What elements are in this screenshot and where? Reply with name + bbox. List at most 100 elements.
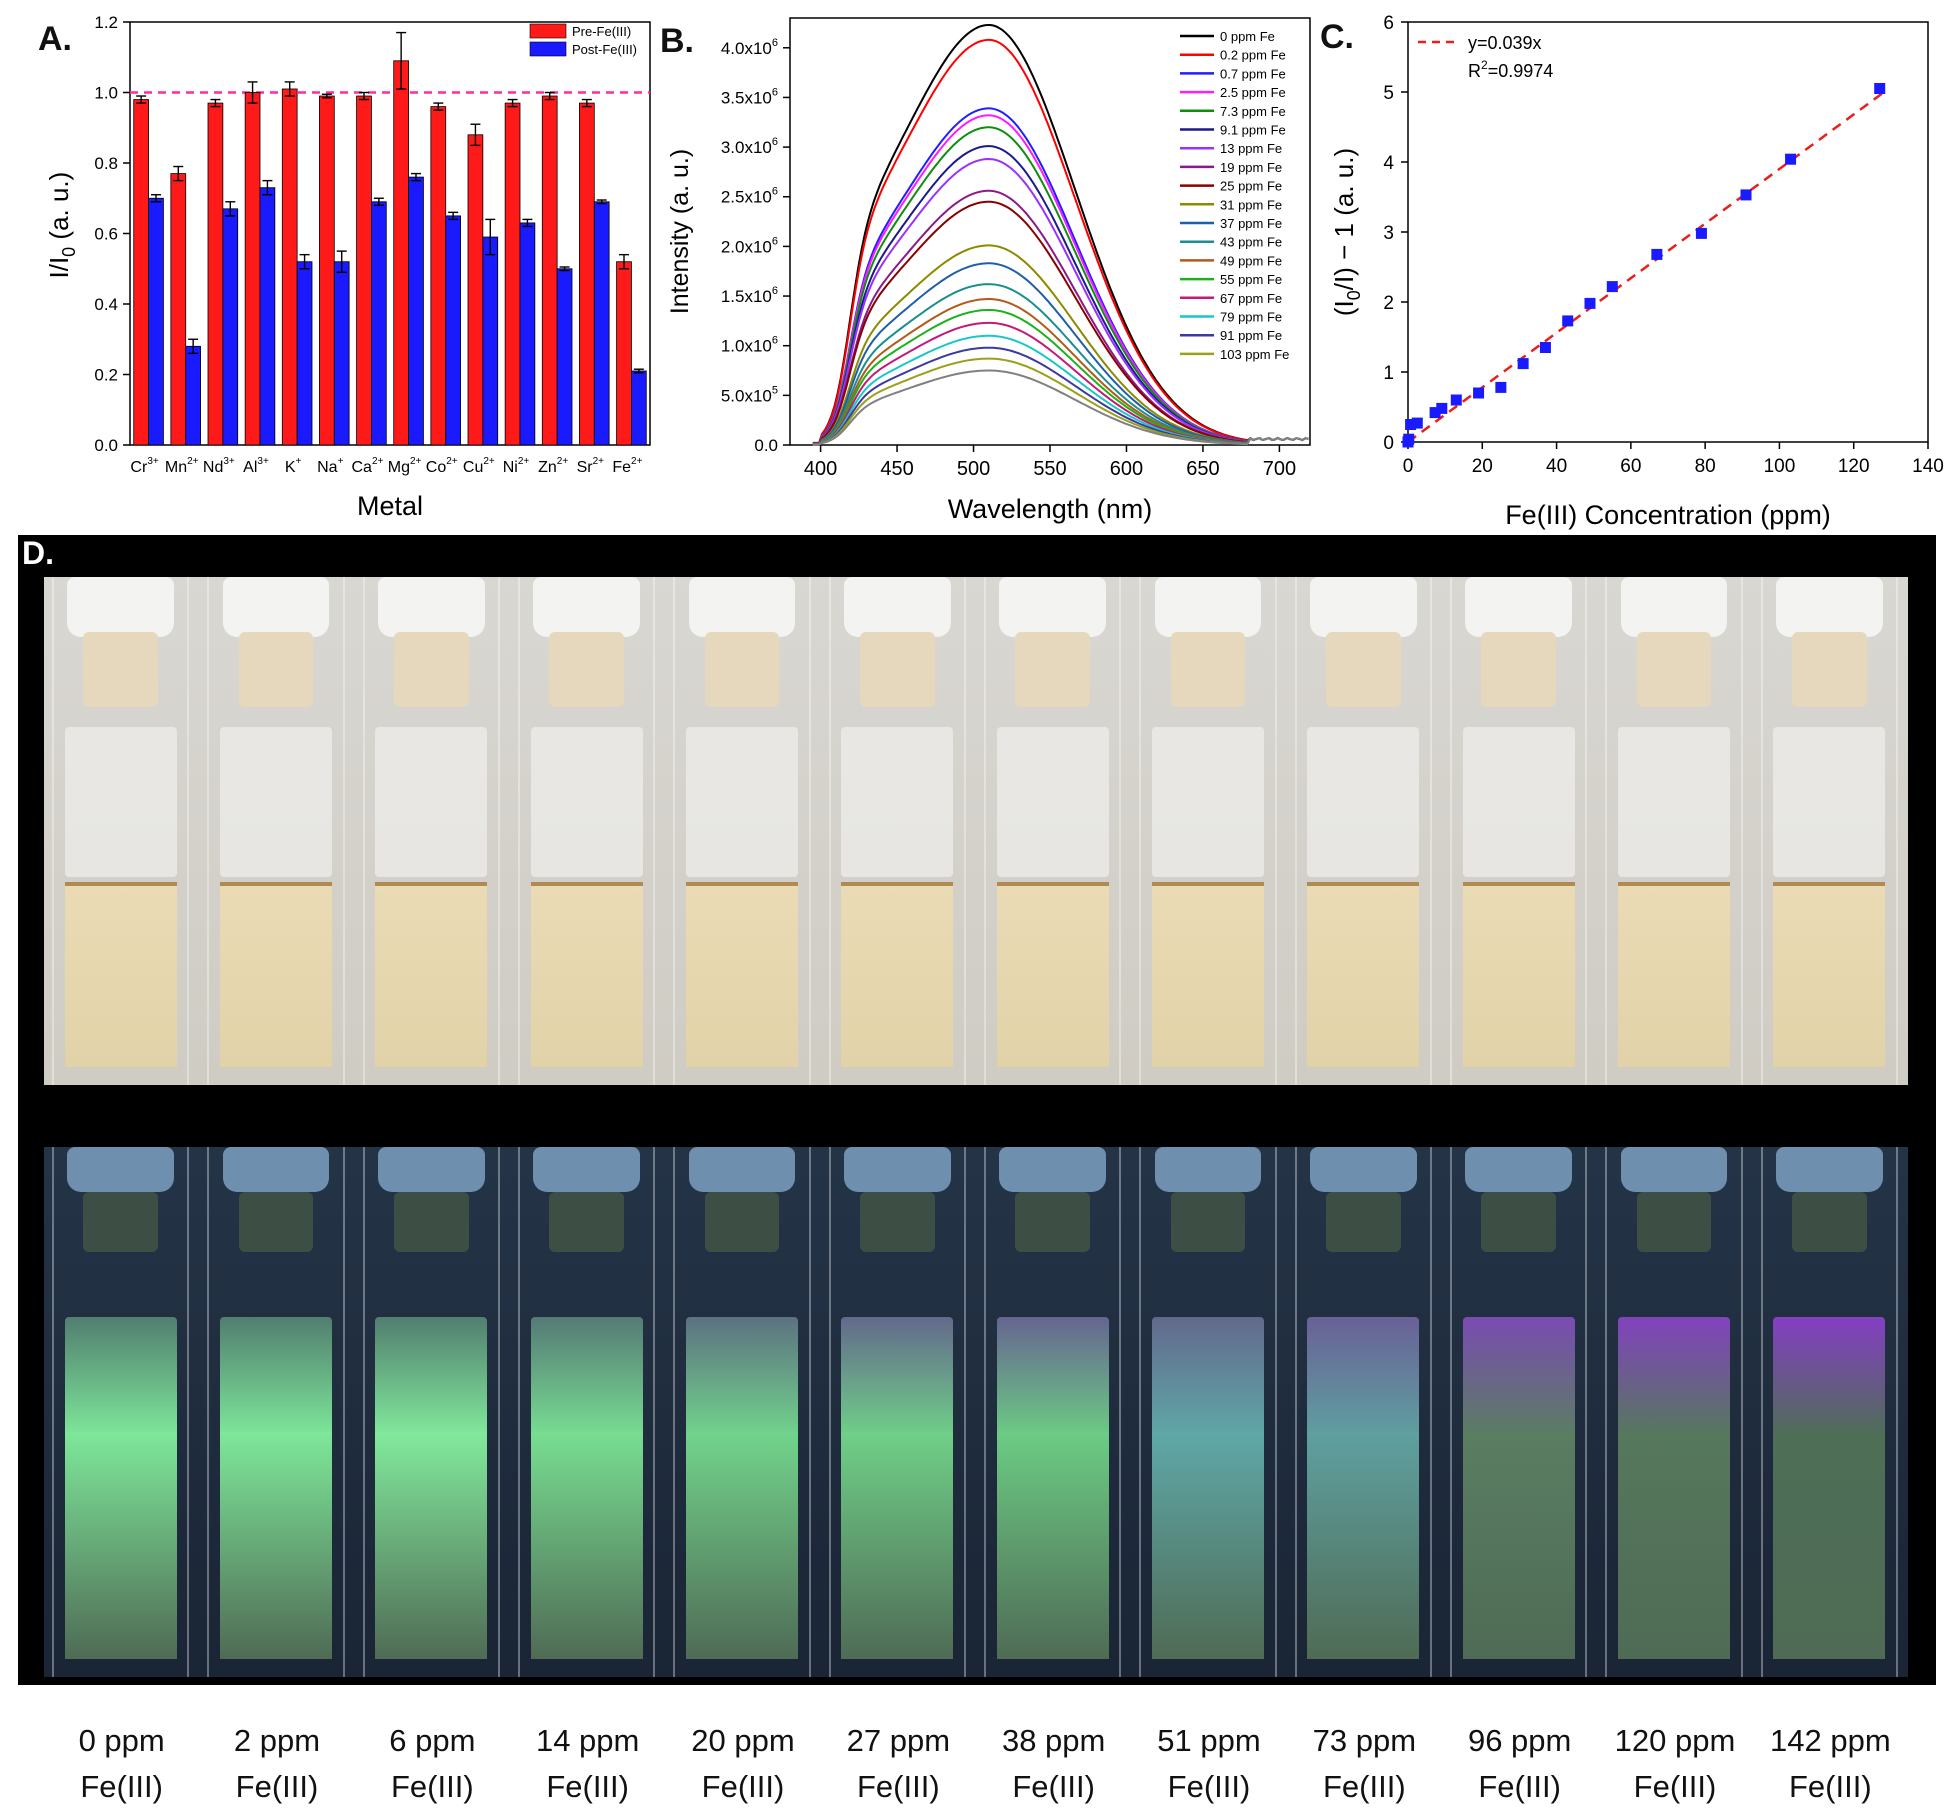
vial-concentration-label: 27 ppm Fe(III) bbox=[818, 1718, 978, 1810]
vial-stopper bbox=[1170, 632, 1246, 707]
x-tick-label: 700 bbox=[1263, 458, 1296, 480]
x-tick-label: 0 bbox=[1403, 456, 1414, 477]
vial-liquid bbox=[375, 1432, 488, 1659]
y-tick-label: 3.0x106 bbox=[721, 136, 778, 157]
vial-uv bbox=[1605, 1147, 1743, 1677]
vial-cap bbox=[67, 577, 174, 637]
vial-headspace bbox=[1617, 727, 1730, 877]
vial-ambient bbox=[1294, 577, 1432, 1085]
vial-uv bbox=[518, 1147, 656, 1677]
y-tick-label: 0.0 bbox=[754, 436, 778, 455]
bar bbox=[371, 201, 387, 446]
vial-ambient bbox=[673, 577, 811, 1085]
vial-uv bbox=[984, 1147, 1122, 1677]
vial-uv bbox=[1450, 1147, 1588, 1677]
legend-label: 67 ppm Fe bbox=[1220, 291, 1282, 306]
vial-concentration-value: 20 ppm bbox=[691, 1723, 795, 1758]
spectrum-line bbox=[812, 38, 1309, 444]
vial-concentration-value: 14 ppm bbox=[535, 1723, 640, 1758]
y-tick-label: 0.0 bbox=[94, 436, 118, 455]
bar bbox=[319, 95, 335, 446]
data-point bbox=[1584, 297, 1596, 309]
chart-a-bar-chart: 0.0 0.2 0.4 0.6 0.8 1.0 1.2 I/I0 (a. u.) Metal Cr… bbox=[44, 13, 651, 521]
data-point bbox=[1405, 419, 1417, 430]
bar bbox=[519, 222, 536, 446]
legend-swatch bbox=[529, 41, 567, 57]
bar bbox=[408, 176, 424, 446]
vial-liquid bbox=[841, 1432, 954, 1659]
y-tick-label: 1.0x106 bbox=[721, 335, 778, 356]
vial-cap bbox=[688, 1147, 796, 1192]
vial-analyte: Fe(III) bbox=[235, 1769, 319, 1804]
x-tick-label: Cr3+ bbox=[130, 456, 158, 476]
vial-liquid bbox=[841, 882, 954, 1067]
vial-stopper bbox=[859, 632, 935, 707]
vial-concentration-label: 0 ppm Fe(III) bbox=[42, 1718, 202, 1810]
vial-liquid bbox=[685, 882, 798, 1067]
legend-label: 13 ppm Fe bbox=[1220, 141, 1282, 156]
vial-liquid bbox=[1307, 1432, 1420, 1659]
vial-cap bbox=[1620, 1147, 1728, 1192]
vial-headspace bbox=[375, 1317, 488, 1437]
y-tick-label: 0 bbox=[1383, 433, 1394, 454]
x-tick-label: Ni2+ bbox=[503, 456, 530, 476]
panel-d-photo: D. bbox=[18, 535, 1936, 1685]
x-tick-label: 40 bbox=[1546, 456, 1567, 477]
x-tick-label: 400 bbox=[804, 458, 837, 480]
y-tick-label: 0.6 bbox=[94, 225, 118, 244]
vial-stopper bbox=[1481, 632, 1556, 707]
y-axis-label: I/I0 (a. u.) bbox=[44, 172, 79, 279]
vial-analyte: Fe(III) bbox=[856, 1769, 940, 1804]
x-tick-label: Zn2+ bbox=[538, 456, 568, 476]
vial-headspace bbox=[1151, 727, 1264, 877]
vial-stopper bbox=[1170, 1192, 1246, 1252]
vial-concentration-value: 2 ppm bbox=[233, 1723, 321, 1758]
data-point bbox=[1740, 189, 1752, 201]
vial-uv bbox=[1760, 1147, 1898, 1677]
vial-headspace bbox=[1773, 727, 1886, 877]
vial-liquid bbox=[1151, 882, 1264, 1067]
vial-concentration-label: 73 ppm Fe(III) bbox=[1284, 1718, 1444, 1810]
vial-stopper bbox=[238, 1192, 314, 1252]
vial-cap bbox=[222, 1147, 330, 1192]
x-axis-label: Fe(III) Concentration (ppm) bbox=[1505, 500, 1831, 530]
bar bbox=[541, 95, 558, 446]
vial-stopper bbox=[549, 1192, 624, 1252]
data-point bbox=[1785, 153, 1797, 165]
y-tick-label: 1.2 bbox=[94, 13, 118, 32]
y-axis-label: (I0/I) − 1 (a. u.) bbox=[1329, 148, 1364, 316]
vial-stopper bbox=[238, 632, 314, 707]
legend-label: 25 ppm Fe bbox=[1220, 179, 1282, 194]
vial-cap bbox=[1154, 577, 1262, 637]
x-tick-label: 140 bbox=[1912, 456, 1944, 477]
vial-cap bbox=[377, 1147, 485, 1192]
vial-stopper bbox=[83, 632, 158, 707]
legend-label: 7.3 ppm Fe bbox=[1220, 104, 1286, 119]
vial-cap bbox=[222, 577, 330, 637]
vial-liquid bbox=[996, 1432, 1109, 1659]
y-tick-label: 0.8 bbox=[94, 154, 118, 173]
y-tick-label: 3 bbox=[1383, 223, 1394, 244]
vial-headspace bbox=[1462, 1317, 1575, 1437]
vial-ambient bbox=[362, 577, 500, 1085]
panel-label-b: B. bbox=[660, 22, 694, 60]
vial-headspace bbox=[841, 727, 954, 877]
vial-cap bbox=[1309, 577, 1417, 637]
bar bbox=[222, 208, 239, 446]
x-tick-label: 60 bbox=[1620, 456, 1641, 477]
bar bbox=[482, 236, 499, 446]
legend-label: 49 ppm Fe bbox=[1220, 253, 1282, 268]
x-tick-label: Nd3+ bbox=[203, 456, 235, 476]
bar bbox=[281, 88, 298, 446]
bar bbox=[207, 102, 224, 446]
vial-stopper bbox=[549, 632, 624, 707]
chart-c-stern-volmer-chart: 0 20 40 60 80 100 120 140 0 1 2 3 4 5 6 (I0/I) − 1 (a. … bbox=[1329, 13, 1944, 530]
bar bbox=[170, 173, 187, 446]
vial-concentration-value: 6 ppm bbox=[389, 1723, 476, 1758]
vial-uv bbox=[828, 1147, 966, 1677]
legend-swatch bbox=[529, 23, 567, 39]
data-point bbox=[1450, 394, 1462, 406]
bar bbox=[579, 102, 595, 446]
vial-cap bbox=[999, 577, 1106, 637]
vial-uv bbox=[52, 1147, 190, 1677]
